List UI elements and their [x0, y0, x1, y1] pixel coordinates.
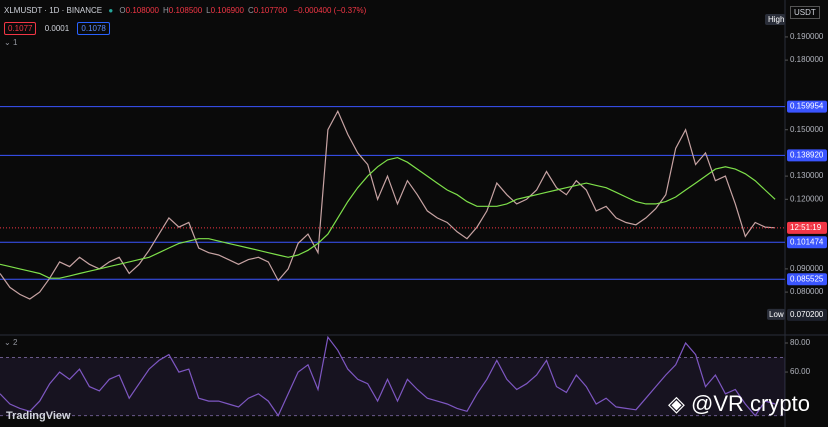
level-tag [787, 100, 827, 113]
low-tag [767, 308, 785, 320]
y-tick-label: 0.130000 [790, 171, 824, 180]
buy-button[interactable]: 0.1078 [77, 22, 110, 35]
countdown: 12:51:19 [790, 223, 822, 232]
change: −0.000400 (−0.37%) [293, 6, 367, 15]
watermark-text: @VR crypto [691, 391, 810, 416]
y-tick-label: 80.00 [790, 338, 811, 347]
low-value: 0.070200 [790, 310, 824, 319]
series-line [0, 156, 776, 279]
rsi-band [0, 357, 785, 416]
legend-row: XLMUSDT · 1D · BINANCE ● O0.108000 H0.108… [4, 6, 367, 15]
y-tick-label: 0.080000 [790, 287, 824, 296]
watermark: ◈ @VR crypto [668, 391, 810, 416]
pane-number: 1 [12, 38, 18, 47]
ohlc-key: O [119, 6, 126, 15]
brand[interactable]: TradingView [6, 410, 71, 422]
trade-row: 0.1077 0.0001 0.1078 [4, 22, 113, 35]
currency[interactable]: USDT [790, 6, 820, 19]
symbol[interactable]: XLMUSDT · 1D · BINANCE [4, 6, 103, 15]
ohlc-value: 0.108500 [168, 6, 203, 15]
series-line [0, 335, 776, 417]
level-tag [787, 236, 827, 249]
ohlc-value: 0.106900 [210, 6, 244, 15]
high-tag [765, 14, 785, 25]
ohlc-key: L [206, 6, 211, 15]
level-label: 0.138920 [790, 151, 824, 160]
high-label: High [768, 15, 784, 24]
ohlc-key: H [163, 6, 169, 15]
level-tag [787, 273, 827, 286]
y-tick-label: 60.00 [790, 367, 811, 376]
pane-number: 2 [12, 338, 18, 347]
low-value-tag [787, 308, 827, 321]
ohlc-value: 0.107700 [253, 6, 288, 15]
sell-button[interactable]: 0.1077 [4, 22, 37, 35]
y-tick-label: 0.180000 [790, 55, 824, 64]
y-tick-label: 0.120000 [790, 194, 824, 203]
low-label: Low [769, 310, 784, 319]
spread: 0.0001 [44, 24, 70, 33]
ohlc-value: 0.108000 [125, 6, 160, 15]
countdown-tag [787, 221, 827, 234]
level-label: 0.085525 [790, 274, 824, 283]
level-tag [787, 149, 827, 162]
ohlc-key: C [248, 6, 254, 15]
level-label: 0.159954 [790, 102, 824, 111]
y-tick-label: 0.090000 [790, 264, 824, 273]
pane-toggle[interactable]: ⌄ 2 [4, 338, 18, 347]
level-label: 0.101474 [790, 237, 824, 246]
pane-toggle[interactable]: ⌄ 1 [4, 38, 18, 47]
ohlc: O0.108000 H0.108500 L0.106900 C0.107700 [119, 6, 291, 15]
y-tick-label: 0.150000 [790, 125, 824, 134]
y-tick-label: 0.190000 [790, 32, 824, 41]
series-line [0, 109, 776, 300]
